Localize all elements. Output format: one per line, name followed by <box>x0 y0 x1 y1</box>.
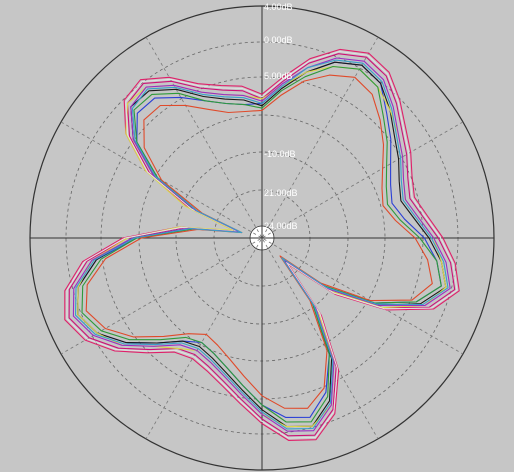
series-line-8 <box>72 57 451 432</box>
polar-grid <box>29 5 495 471</box>
grid-spoke <box>145 36 379 440</box>
ring-label: 21.00dB <box>264 188 298 198</box>
ring-label: 5.00dB <box>264 71 293 81</box>
series-line-7 <box>85 74 433 409</box>
series-line-9 <box>74 59 449 430</box>
series-layer <box>64 48 460 441</box>
ring-label: -10.0dB <box>264 149 296 159</box>
ring-label: 24.00dB <box>264 221 298 231</box>
series-line-6 <box>66 50 458 439</box>
ring-labels: 4.00dB 0.00dB 5.00dB -10.0dB 21.00dB 24.00dB <box>264 2 298 231</box>
grid-spoke <box>60 121 464 355</box>
grid-spoke <box>60 121 464 355</box>
ring-label: 0.00dB <box>264 35 293 45</box>
ring-label: 4.00dB <box>264 2 293 12</box>
grid-spoke <box>145 36 379 440</box>
